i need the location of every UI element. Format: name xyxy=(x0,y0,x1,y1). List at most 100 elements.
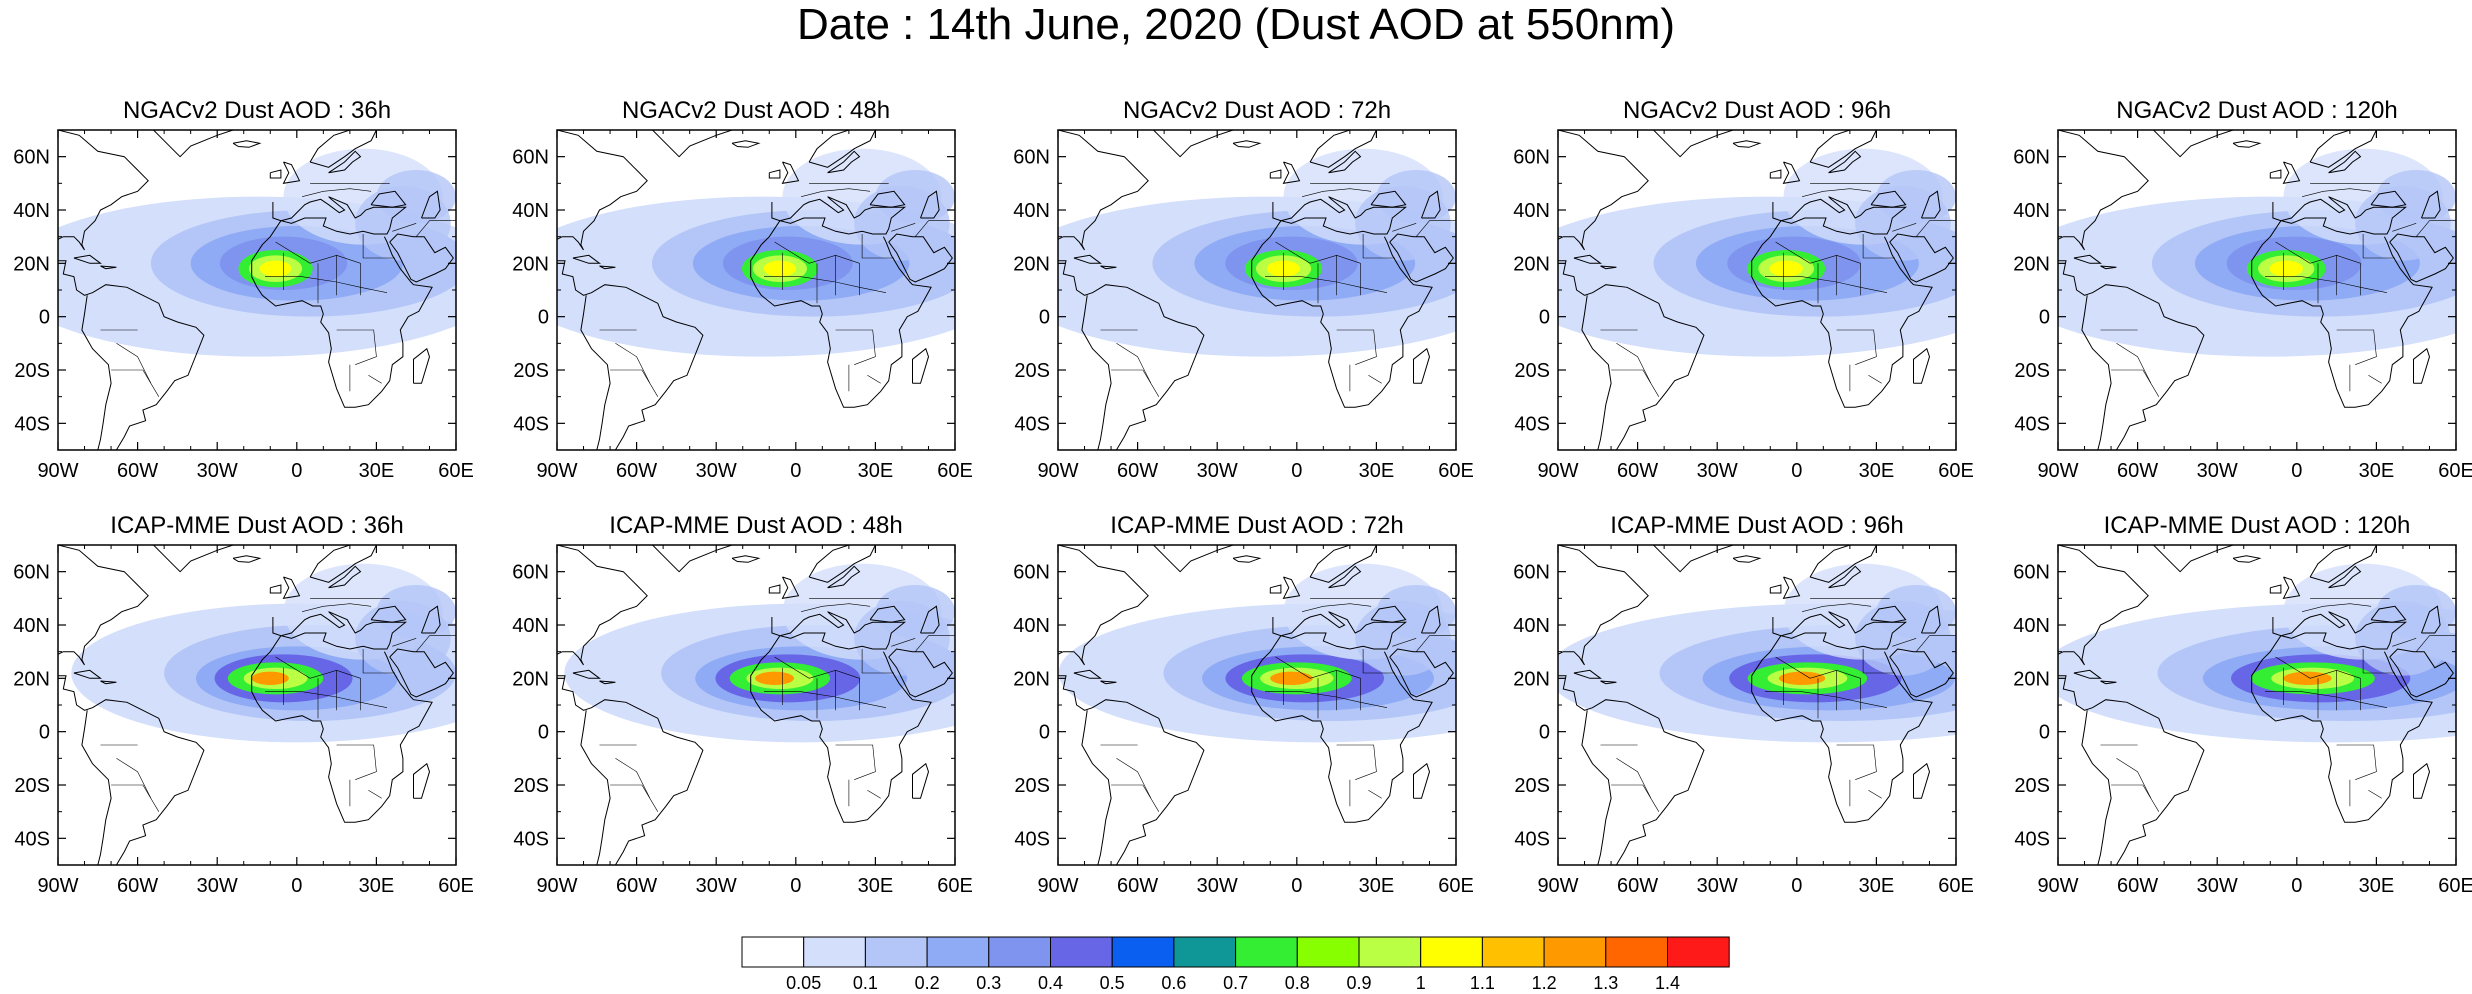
coastline xyxy=(81,295,112,450)
dust-contour xyxy=(259,260,292,277)
coastline xyxy=(1600,265,1617,270)
map-content xyxy=(2058,130,2456,450)
map-content xyxy=(1558,130,1956,450)
lat-tick-label: 40N xyxy=(2013,200,2050,222)
coastline xyxy=(827,565,861,589)
country-border xyxy=(1275,656,1361,679)
lon-tick-label: 60E xyxy=(1438,875,1474,897)
country-border xyxy=(2275,241,2361,264)
panel-title: ICAP-MME Dust AOD : 72h xyxy=(1110,512,1403,539)
coastline xyxy=(888,648,953,698)
lon-tick-label: 90W xyxy=(1537,460,1578,482)
colorbar-swatch xyxy=(864,936,928,968)
colorbar-label: 1 xyxy=(1416,973,1426,993)
dust-contour xyxy=(763,260,797,277)
coastline xyxy=(1653,130,1734,158)
lat-tick-label: 20N xyxy=(1513,253,1550,275)
coastline xyxy=(1058,260,1205,450)
coastline xyxy=(2309,130,2377,168)
country-border xyxy=(392,223,417,232)
lat-tick-label: 60N xyxy=(13,147,50,169)
coastline xyxy=(1309,130,1377,168)
colorbar-label: 1.3 xyxy=(1593,973,1618,993)
map-content xyxy=(58,545,456,865)
dust-contour xyxy=(376,170,456,224)
lon-tick-label: 0 xyxy=(1291,875,1302,897)
coastline xyxy=(1413,762,1431,799)
lon-tick-label: 30E xyxy=(1359,460,1395,482)
coastline xyxy=(2153,130,2234,158)
coastline xyxy=(1653,545,1734,573)
country-border xyxy=(2302,188,2372,197)
coastline xyxy=(2413,762,2431,799)
coastline xyxy=(2269,584,2282,594)
lon-tick-label: 30E xyxy=(1359,875,1395,897)
colorbar-label: 0.3 xyxy=(976,973,1001,993)
coastline xyxy=(1782,161,1801,184)
coastline xyxy=(1389,233,1454,283)
coastline xyxy=(269,169,282,179)
coastline xyxy=(1100,680,1117,685)
coastline xyxy=(153,130,234,158)
country-border xyxy=(914,220,955,237)
coastline xyxy=(1558,130,1649,251)
map-panel: ICAP-MME Dust AOD : 120h 60N 40N 20N 0 20S 40S… xyxy=(2013,512,2472,897)
country-border xyxy=(2302,603,2372,612)
country-border xyxy=(1302,603,1372,612)
coastline xyxy=(2328,150,2362,174)
country-border xyxy=(1302,188,1372,197)
lat-tick-label: 20S xyxy=(513,775,549,797)
coastline xyxy=(1058,130,1149,251)
lat-tick-label: 20S xyxy=(2014,360,2050,382)
coastline xyxy=(389,648,454,698)
panel-title: NGACv2 Dust AOD : 36h xyxy=(123,97,391,124)
coastline xyxy=(1370,605,1407,623)
coastline xyxy=(1100,265,1117,270)
coastline xyxy=(1573,669,1603,679)
coastline xyxy=(1913,762,1931,799)
country-border xyxy=(2415,635,2456,652)
country-border xyxy=(415,220,456,237)
coastline xyxy=(232,555,262,563)
coastline xyxy=(580,295,611,450)
country-border xyxy=(1111,369,1160,397)
country-border xyxy=(1862,649,1895,674)
country-border xyxy=(368,375,382,384)
country-border xyxy=(2392,638,2417,647)
colorbar-swatch xyxy=(1358,936,1422,968)
lat-tick-label: 20N xyxy=(1013,668,1050,690)
country-border xyxy=(1111,784,1160,812)
country-border xyxy=(891,223,916,232)
lat-tick-label: 20N xyxy=(13,253,50,275)
map-panel: NGACv2 Dust AOD : 72h 60N 40N 20N 0 20S 40S 90W… xyxy=(1013,97,1474,482)
lon-tick-label: 0 xyxy=(790,460,801,482)
coastline xyxy=(73,669,103,679)
lat-tick-label: 40N xyxy=(1513,615,1550,637)
coastline xyxy=(2073,669,2103,679)
coastline xyxy=(557,130,648,251)
lon-tick-label: 90W xyxy=(1037,460,1078,482)
lat-tick-label: 0 xyxy=(1039,722,1050,744)
coastline xyxy=(1232,140,1262,148)
country-border xyxy=(1611,784,1660,812)
coastline xyxy=(808,130,876,168)
coastline xyxy=(1600,680,1617,685)
coastline xyxy=(599,680,616,685)
lon-tick-label: 60E xyxy=(2438,460,2472,482)
coastline xyxy=(920,605,940,634)
coastline xyxy=(1269,169,1282,179)
country-border xyxy=(1915,635,1956,652)
lon-tick-label: 60E xyxy=(1938,460,1974,482)
coastline xyxy=(1309,545,1377,583)
lat-tick-label: 60N xyxy=(1513,562,1550,584)
coastline xyxy=(282,576,301,599)
coastline xyxy=(2058,260,2205,450)
lon-tick-label: 60W xyxy=(1617,875,1658,897)
lon-tick-label: 30E xyxy=(858,875,894,897)
country-border xyxy=(867,375,881,384)
coastline xyxy=(251,611,433,823)
lat-tick-label: 0 xyxy=(2039,722,2050,744)
coastline xyxy=(781,161,800,184)
country-border xyxy=(1915,220,1956,237)
lon-tick-label: 30E xyxy=(359,460,395,482)
